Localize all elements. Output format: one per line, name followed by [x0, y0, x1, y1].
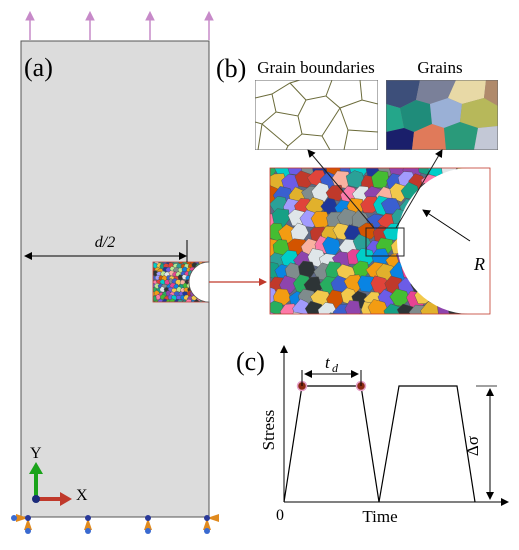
panel-c: (c) 0 Time Stress t d Δσ	[236, 345, 509, 526]
panel-b: (b) Grain boundaries Grains	[216, 54, 509, 337]
grain-cell	[325, 184, 344, 202]
grain-cell	[313, 315, 333, 332]
panel-c-label: (c)	[236, 347, 265, 376]
grain-cell	[431, 317, 449, 334]
grain-cell	[193, 298, 200, 302]
grain-cell	[360, 196, 380, 214]
radius-arrow	[422, 209, 471, 242]
grain-cell	[298, 315, 319, 332]
notch-zoom-cutout	[397, 168, 490, 314]
grain-cell	[153, 299, 155, 302]
grain-cell	[482, 315, 502, 333]
load-arrows	[25, 10, 214, 40]
boundary-conditions	[11, 514, 219, 534]
origin-label: 0	[276, 507, 284, 524]
grain-cell	[351, 316, 371, 335]
grain-cell	[169, 298, 176, 302]
grain-cell	[367, 315, 385, 332]
dwell-label: t	[325, 353, 331, 372]
grain-cell	[178, 262, 184, 265]
grain-cell	[393, 317, 411, 333]
dwell-subscript: d	[332, 361, 339, 375]
grains-title: Grains	[417, 58, 462, 77]
grain-cell	[403, 315, 422, 333]
grain-cell	[491, 252, 509, 271]
grain-cell	[444, 315, 461, 332]
coordinate-triad: Y X	[29, 445, 88, 506]
time-label: Time	[362, 507, 397, 526]
axis-x-label: X	[76, 487, 88, 504]
panel-b-label: (b)	[216, 54, 246, 83]
grain-cell	[487, 308, 490, 314]
grain-cell	[488, 203, 490, 214]
grain-cell	[357, 275, 375, 293]
grain-cell	[389, 182, 408, 203]
notch-cutout	[188, 261, 210, 303]
grain-cell	[357, 222, 377, 240]
stress-label: Stress	[259, 410, 278, 451]
grain-boundaries-title: Grain boundaries	[257, 58, 375, 77]
grain-cell	[175, 279, 182, 286]
grain-cell	[464, 313, 465, 314]
grains-inset	[386, 80, 498, 150]
grain-cell	[185, 298, 192, 302]
grain-cell	[157, 298, 164, 302]
radius-label: R	[473, 254, 485, 274]
grain-cell	[317, 302, 338, 314]
grain-cell	[153, 274, 156, 281]
grain-cell	[339, 316, 357, 334]
grain-cell	[489, 176, 490, 180]
grain-cell	[471, 315, 488, 333]
axis-y-label: Y	[30, 445, 42, 462]
amplitude-label: Δσ	[463, 436, 482, 456]
grain-cell	[418, 318, 435, 337]
grain-cell	[367, 299, 389, 314]
grain-cell	[328, 312, 339, 314]
zoom-selection-box	[365, 227, 405, 257]
grain-cell	[292, 311, 306, 314]
grain-boundaries-inset	[255, 80, 378, 150]
stress-waveform	[283, 385, 476, 503]
grain-cell	[177, 298, 183, 302]
grain-cell	[355, 247, 375, 265]
panel-a-label: (a)	[24, 53, 53, 82]
grain-cell	[279, 275, 298, 294]
grain-cell	[277, 313, 283, 314]
grain-cell	[270, 311, 277, 314]
grain-cell	[344, 300, 361, 314]
grain-cell	[380, 317, 398, 336]
panel-a: d/2 (a) Y X	[11, 10, 267, 534]
dimension-label: d/2	[95, 234, 115, 251]
